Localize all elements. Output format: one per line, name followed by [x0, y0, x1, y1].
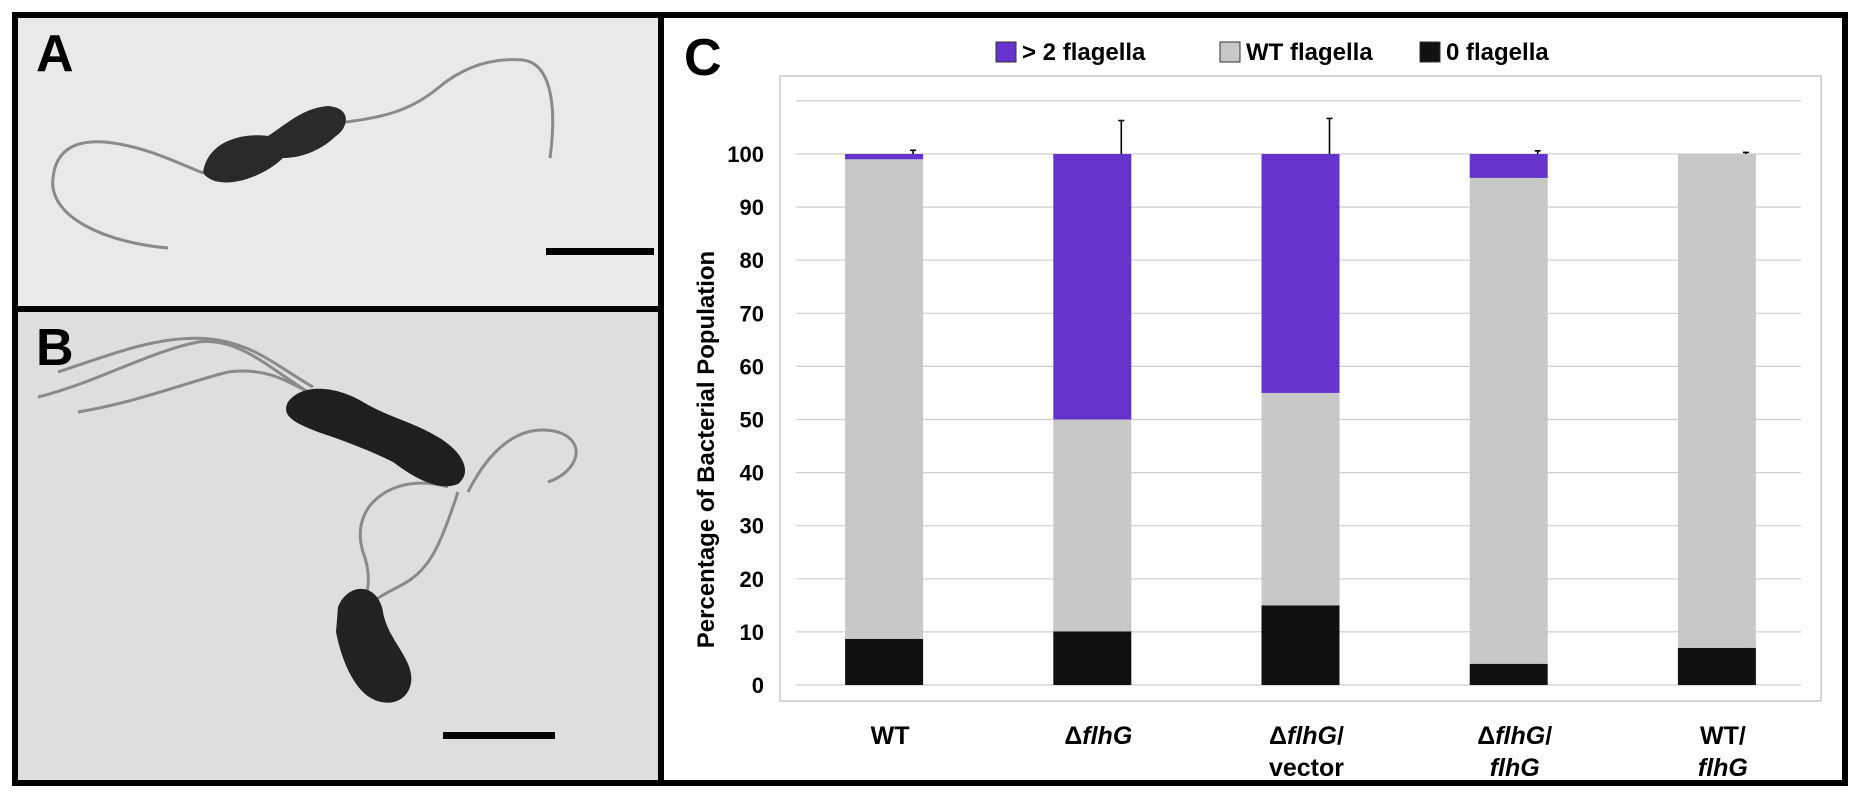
category-label: ΔflhG/ — [1477, 722, 1552, 750]
y-tick-label: 80 — [740, 248, 764, 273]
bar-0-flagella — [1053, 631, 1132, 685]
legend-swatch — [995, 41, 1017, 63]
legend-label: > 2 flagella — [1022, 39, 1146, 66]
panel-a-label: A — [36, 25, 74, 83]
bar-wt-flagella — [1261, 392, 1340, 606]
y-tick-label: 0 — [752, 673, 764, 698]
panel-a: A — [12, 12, 664, 312]
bar-0-flagella — [1469, 663, 1548, 685]
y-tick-label: 20 — [740, 567, 764, 592]
category-label: WT — [871, 722, 910, 750]
panel-b: B — [12, 306, 664, 786]
bar-wt-flagella — [1677, 154, 1756, 648]
bar--2-flagella — [845, 154, 924, 160]
y-axis-label: Percentage of Bacterial Population — [693, 251, 720, 648]
category-label: ΔflhG — [1064, 722, 1132, 750]
panel-c: 0 10 20 30 40 50 60 70 80 90 100 Percentage of Bact… — [658, 12, 1848, 786]
category-label: WT/ — [1700, 722, 1746, 750]
bar-wt-flagella — [845, 159, 924, 639]
category-label: vector — [1269, 754, 1344, 780]
legend-label: 0 flagella — [1446, 39, 1549, 66]
panel-c-label: C — [684, 29, 722, 87]
panel-b-label: B — [36, 319, 74, 377]
y-tick-label: 60 — [740, 354, 764, 379]
bar--2-flagella — [1261, 154, 1340, 393]
category-label: ΔflhG/ — [1269, 722, 1344, 750]
y-tick-label: 50 — [740, 408, 764, 433]
y-tick-label: 90 — [740, 195, 764, 220]
legend-swatch — [1419, 41, 1441, 63]
micrograph-a — [51, 58, 654, 255]
micrograph-b — [37, 336, 578, 739]
y-tick-label: 100 — [727, 142, 764, 167]
stacked-bar-chart: 0 10 20 30 40 50 60 70 80 90 100 Percentage of Bact… — [693, 39, 1822, 780]
y-tick-label: 30 — [740, 514, 764, 539]
bar--2-flagella — [1469, 154, 1548, 178]
category-label: flhG — [1698, 754, 1748, 780]
bar--2-flagella — [1053, 154, 1132, 420]
bar-wt-flagella — [1053, 419, 1132, 632]
bar-0-flagella — [1677, 647, 1756, 685]
y-tick-label: 10 — [740, 620, 764, 645]
bar-wt-flagella — [1469, 177, 1548, 664]
legend-label: WT flagella — [1246, 39, 1373, 66]
y-tick-label: 40 — [740, 461, 764, 486]
bar-0-flagella — [1261, 605, 1340, 685]
legend-swatch — [1219, 41, 1241, 63]
y-tick-label: 70 — [740, 301, 764, 326]
category-label: flhG — [1490, 754, 1540, 780]
bar-0-flagella — [845, 638, 924, 685]
